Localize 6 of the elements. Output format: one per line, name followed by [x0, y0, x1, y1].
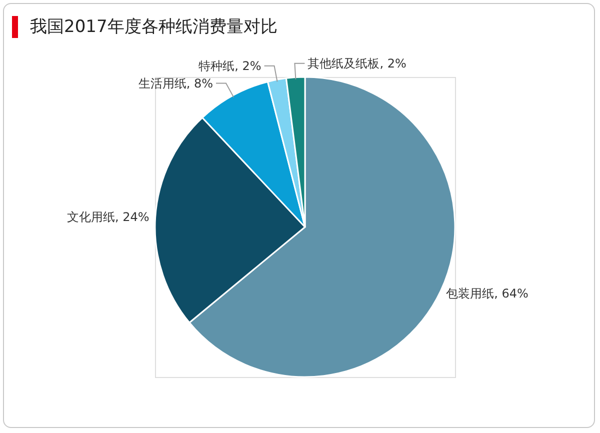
slice-label: 特种纸, 2% — [198, 58, 262, 73]
slice-label: 包装用纸, 64% — [446, 286, 528, 300]
chart-title: 我国2017年度各种纸消费量对比 — [12, 16, 278, 38]
slice-label: 其他纸及纸板, 2% — [308, 56, 406, 70]
slice-label: 文化用纸, 24% — [66, 210, 150, 224]
slice-label: 生活用纸, 8% — [138, 76, 213, 90]
